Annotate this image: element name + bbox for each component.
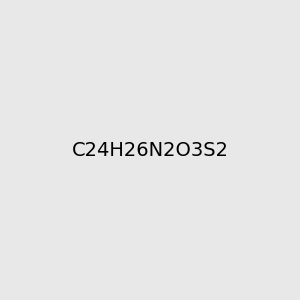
Text: C24H26N2O3S2: C24H26N2O3S2	[71, 140, 229, 160]
